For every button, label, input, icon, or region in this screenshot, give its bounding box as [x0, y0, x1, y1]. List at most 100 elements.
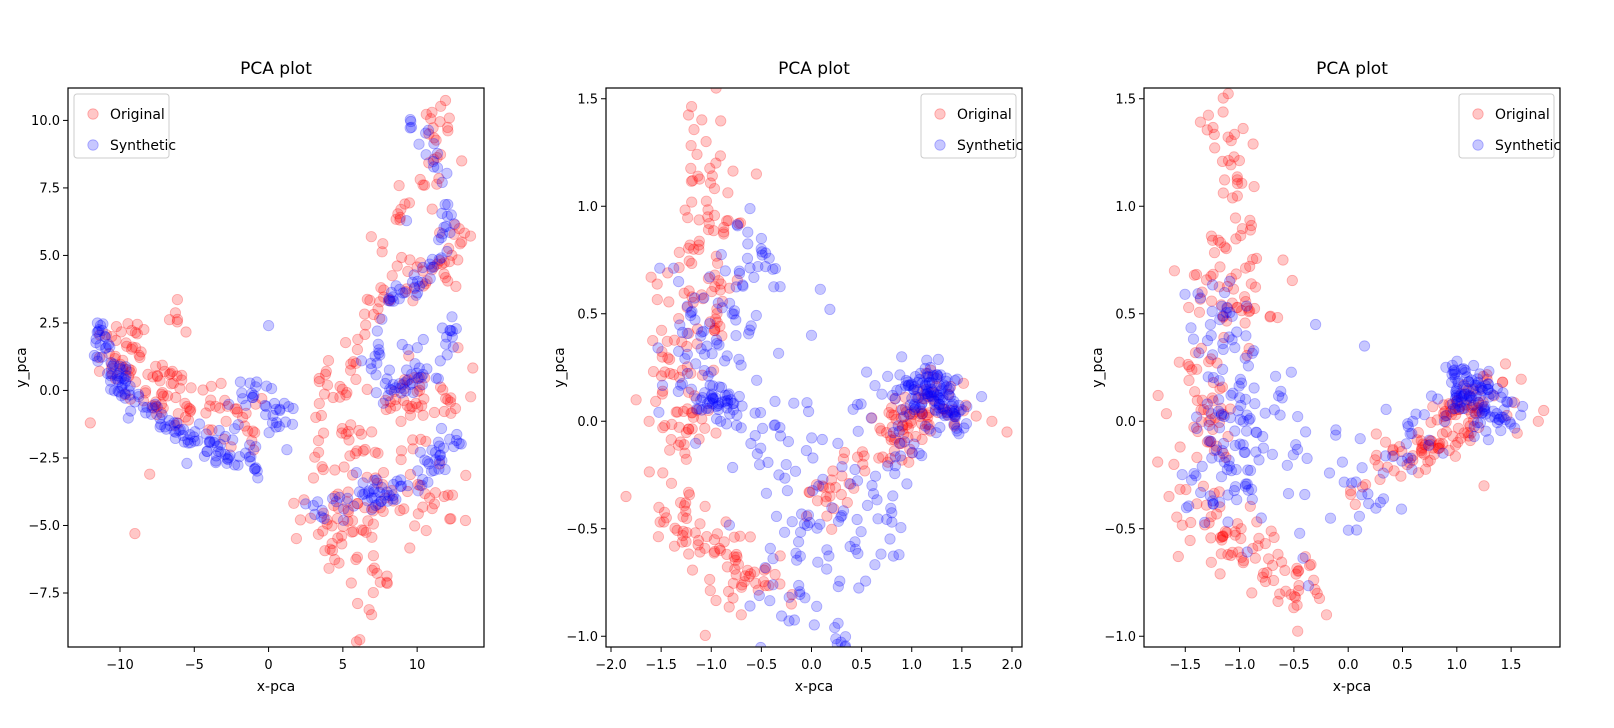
data-point-synthetic: [913, 373, 926, 386]
data-point-original: [709, 545, 721, 558]
data-point-original: [1445, 405, 1457, 418]
data-point-original: [714, 320, 726, 332]
data-point-synthetic: [1243, 414, 1255, 426]
data-point-synthetic: [365, 357, 377, 369]
data-point-original: [899, 391, 911, 403]
data-point-synthetic: [910, 402, 922, 414]
data-point-original: [399, 198, 411, 210]
data-point-synthetic: [817, 473, 829, 485]
data-point-original: [309, 451, 321, 463]
data-point-synthetic: [201, 445, 213, 457]
data-point-synthetic: [185, 437, 197, 449]
data-point-synthetic: [875, 548, 887, 560]
data-point-synthetic: [431, 147, 443, 160]
data-point-synthetic: [949, 410, 961, 423]
data-point-original: [395, 203, 407, 215]
data-point-original: [643, 466, 655, 478]
data-point-synthetic: [416, 379, 428, 391]
data-point-original: [148, 402, 160, 414]
data-point-synthetic: [429, 446, 442, 458]
data-point-synthetic: [384, 295, 397, 307]
data-point-synthetic: [782, 435, 795, 448]
data-point-original: [326, 544, 339, 557]
data-point-original: [386, 270, 398, 282]
data-point-original: [1240, 295, 1252, 308]
data-point-synthetic: [365, 503, 378, 515]
data-point-synthetic: [396, 338, 408, 351]
data-point-original: [1431, 414, 1443, 426]
data-point-synthetic: [93, 324, 105, 336]
data-point-original: [1247, 253, 1259, 265]
data-point-original: [722, 187, 734, 199]
data-point-synthetic: [178, 423, 190, 436]
data-point-synthetic: [442, 198, 454, 211]
series-original: [620, 88, 1013, 642]
data-point-original: [1360, 478, 1372, 491]
data-point-synthetic: [780, 458, 792, 471]
data-point-synthetic: [1455, 392, 1468, 404]
data-point-original: [683, 327, 695, 339]
data-point-original: [1237, 557, 1249, 569]
data-point-synthetic: [926, 371, 939, 383]
data-point-original: [919, 393, 931, 405]
data-point-synthetic: [948, 418, 960, 431]
data-point-original: [709, 313, 722, 325]
data-point-synthetic: [721, 402, 733, 414]
data-point-synthetic: [1206, 452, 1218, 464]
data-point-synthetic: [244, 377, 256, 389]
data-point-original: [1497, 376, 1509, 388]
data-point-original: [400, 285, 412, 298]
data-point-original: [367, 586, 379, 599]
data-point-original: [1244, 224, 1257, 236]
data-point-original: [110, 320, 123, 333]
data-point-original: [206, 424, 218, 436]
data-point-synthetic: [358, 488, 371, 500]
data-point-synthetic: [908, 403, 920, 416]
data-point-synthetic: [802, 405, 815, 418]
data-point-synthetic: [1460, 388, 1472, 400]
data-point-original: [1473, 421, 1485, 433]
data-point-original: [1438, 410, 1450, 423]
data-point-synthetic: [1468, 420, 1480, 433]
data-point-synthetic: [932, 353, 944, 365]
data-point-original: [1453, 403, 1465, 415]
data-point-synthetic: [413, 280, 426, 292]
data-point-synthetic: [1482, 383, 1494, 395]
data-point-synthetic: [947, 398, 959, 410]
data-point-original: [716, 295, 729, 307]
y-axis-label: y_pca: [14, 347, 30, 387]
data-point-synthetic: [371, 325, 383, 337]
data-point-original: [716, 330, 728, 342]
data-point-synthetic: [844, 540, 856, 553]
data-point-original: [339, 336, 352, 349]
data-point-synthetic: [707, 380, 719, 392]
data-point-synthetic: [1354, 433, 1366, 445]
data-point-original: [1449, 404, 1462, 416]
data-point-synthetic: [893, 425, 905, 437]
data-point-original: [1226, 192, 1239, 204]
data-point-original: [1230, 268, 1242, 280]
data-point-synthetic: [893, 437, 906, 449]
data-point-original: [465, 391, 477, 403]
data-point-synthetic: [1292, 410, 1304, 423]
data-point-synthetic: [1213, 422, 1226, 434]
data-point-original: [114, 358, 127, 370]
data-point-original: [1235, 532, 1247, 545]
data-point-original: [1210, 440, 1223, 452]
data-point-synthetic: [145, 408, 157, 420]
data-point-original: [683, 255, 695, 267]
data-point-original: [402, 374, 414, 386]
data-point-original: [686, 564, 699, 576]
data-point-synthetic: [1502, 396, 1514, 408]
data-point-original: [386, 484, 398, 497]
data-point-original: [1440, 426, 1453, 438]
data-point-synthetic: [730, 329, 742, 342]
data-point-original: [1265, 525, 1277, 537]
data-point-original: [375, 282, 387, 294]
data-point-original: [930, 380, 942, 392]
data-point-synthetic: [695, 343, 707, 355]
data-point-synthetic: [913, 391, 925, 404]
data-point-synthetic: [793, 579, 805, 592]
data-point-synthetic: [794, 550, 806, 562]
data-point-original: [381, 576, 393, 589]
